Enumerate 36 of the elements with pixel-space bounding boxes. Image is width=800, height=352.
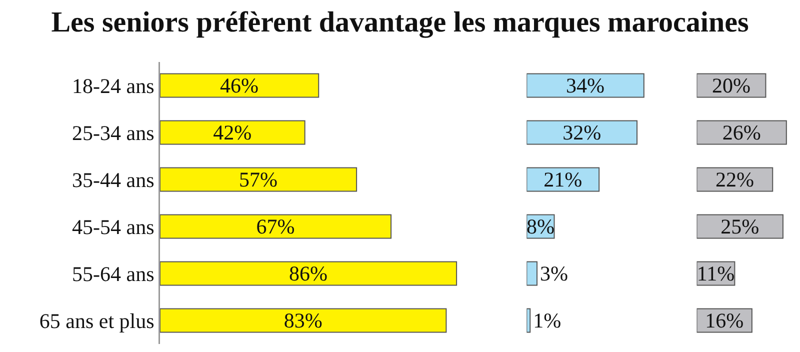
y-tick-label: 35-44 ans bbox=[72, 168, 154, 192]
bar bbox=[526, 261, 538, 286]
y-tick-label: 55-64 ans bbox=[72, 262, 154, 286]
data-label: 32% bbox=[562, 120, 602, 144]
data-label: 22% bbox=[715, 168, 754, 192]
y-tick-label: 25-34 ans bbox=[72, 120, 154, 145]
y-tick-label: 18-24 ans bbox=[72, 74, 154, 98]
bar bbox=[160, 73, 320, 98]
bar bbox=[526, 120, 638, 145]
data-label: 8% bbox=[526, 214, 554, 238]
data-label: 25% bbox=[720, 214, 760, 238]
bar bbox=[526, 73, 644, 98]
bar bbox=[160, 167, 358, 192]
data-label: 42% bbox=[213, 120, 252, 144]
bar bbox=[160, 120, 306, 145]
data-label: 57% bbox=[239, 168, 278, 192]
bar bbox=[160, 214, 392, 239]
bar bbox=[696, 120, 787, 145]
data-label: 1% bbox=[533, 308, 562, 332]
bar bbox=[696, 214, 784, 239]
data-label: 3% bbox=[540, 262, 568, 286]
data-label: 26% bbox=[722, 120, 761, 144]
data-label: 16% bbox=[705, 308, 744, 332]
y-tick-label: 45-54 ans bbox=[72, 214, 154, 239]
bar bbox=[160, 261, 458, 286]
data-label: 86% bbox=[289, 262, 328, 286]
data-label: 46% bbox=[220, 74, 259, 98]
data-label: 21% bbox=[544, 168, 582, 192]
chart-title: Les seniors préfèrent davantage les marques marocaines bbox=[51, 6, 749, 38]
data-label: 11% bbox=[696, 262, 735, 286]
data-label: 20% bbox=[712, 74, 750, 98]
data-label: 34% bbox=[566, 74, 605, 98]
data-label: 83% bbox=[284, 308, 322, 332]
y-tick-label: 65 ans et plus bbox=[39, 308, 154, 333]
data-label: 67% bbox=[256, 214, 295, 238]
bar bbox=[160, 308, 447, 333]
